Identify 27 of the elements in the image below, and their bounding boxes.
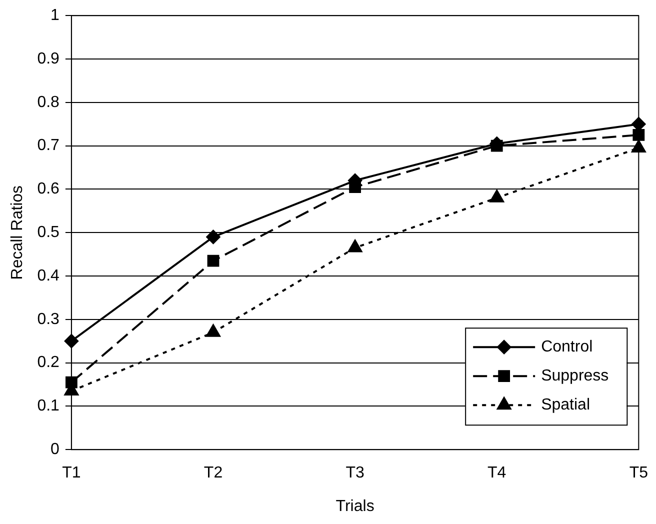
legend-label: Control [541, 338, 593, 356]
y-tick-label: 0.4 [37, 267, 60, 284]
y-tick-label: 0.6 [37, 180, 60, 198]
x-tick-label: T4 [488, 464, 506, 482]
y-tick-label: 0 [50, 441, 60, 458]
point [65, 376, 78, 388]
y-tick-label: 0.2 [37, 354, 60, 372]
x-tick-label: T2 [204, 464, 223, 482]
legend-label: Suppress [541, 368, 609, 385]
y-tick-label: 0.1 [37, 398, 60, 415]
x-tick-label: T1 [62, 464, 81, 482]
point [206, 230, 220, 244]
legend-label: Spatial [541, 396, 590, 414]
point [206, 324, 220, 337]
x-tick-label: T5 [629, 464, 648, 482]
point [632, 129, 645, 141]
y-axis-title: Recall Ratios [9, 185, 26, 280]
point [207, 254, 220, 267]
y-tick-label: 0.3 [37, 310, 60, 328]
x-axis-title: Trials [336, 498, 374, 515]
x-tick-label: T3 [346, 464, 364, 482]
y-tick-label: 0.7 [37, 137, 60, 154]
y-tick-label: 0.9 [37, 50, 60, 68]
point [348, 240, 362, 252]
y-tick-label: 0.8 [37, 94, 60, 111]
y-tick-label: 0.5 [37, 224, 60, 242]
y-tick-label: 1 [50, 7, 60, 24]
